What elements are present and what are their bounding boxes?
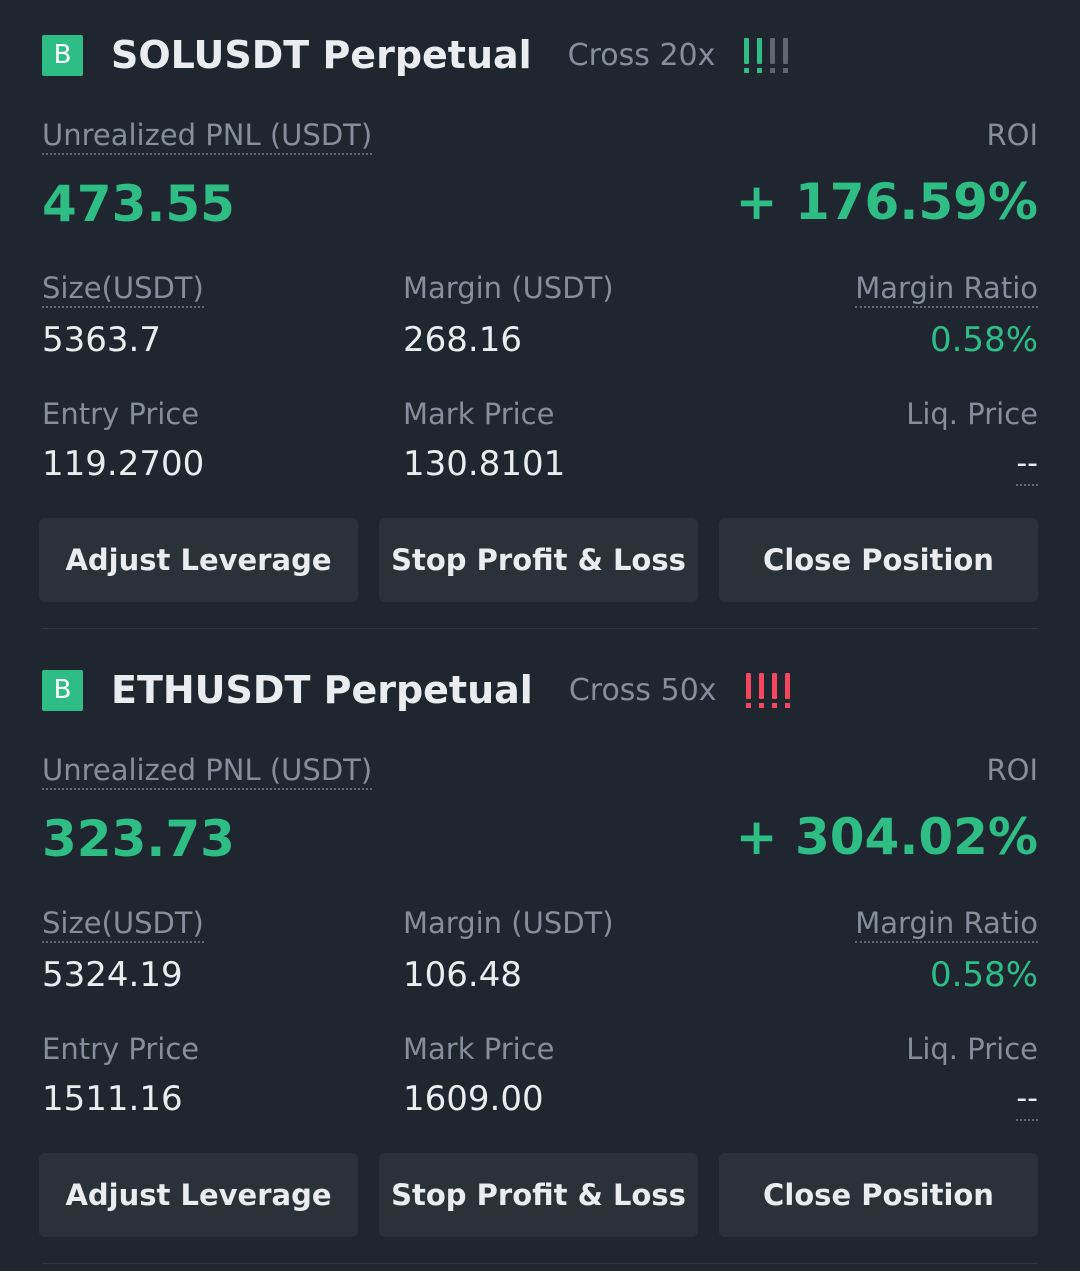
divider <box>42 1263 1038 1264</box>
risk-dot <box>771 703 777 708</box>
risk-level-icon <box>743 669 799 711</box>
roi-value: + 304.02% <box>735 808 1038 866</box>
risk-dot <box>744 68 750 73</box>
roi-value: + 176.59% <box>735 173 1038 231</box>
margin-value: 268.16 <box>403 320 522 360</box>
mark-price-value: 130.8101 <box>403 444 566 484</box>
risk-dot <box>757 68 763 73</box>
risk-bar <box>770 38 776 64</box>
adjust-leverage-button[interactable]: Adjust Leverage <box>39 518 358 602</box>
risk-level-icon <box>741 34 797 76</box>
margin-label: Margin (USDT) <box>403 271 614 305</box>
unrealized-pnl-label[interactable]: Unrealized PNL (USDT) <box>42 752 373 790</box>
mark-price-value: 1609.00 <box>403 1079 544 1119</box>
risk-dot <box>770 68 776 73</box>
risk-dot <box>783 68 789 73</box>
symbol-title[interactable]: SOLUSDT Perpetual <box>111 33 532 77</box>
stop-profit-loss-button[interactable]: Stop Profit & Loss <box>379 1153 698 1237</box>
unrealized-pnl-value: 473.55 <box>42 175 235 233</box>
risk-dot <box>784 703 790 708</box>
risk-bar <box>745 673 751 699</box>
margin-label: Margin (USDT) <box>403 906 614 940</box>
roi-label: ROI <box>986 753 1038 787</box>
close-position-button[interactable]: Close Position <box>719 518 1038 602</box>
margin-value: 106.48 <box>403 955 522 995</box>
entry-price-label: Entry Price <box>42 1032 200 1066</box>
margin-ratio-value: 0.58% <box>929 955 1038 995</box>
entry-price-label: Entry Price <box>42 397 200 431</box>
mark-price-label: Mark Price <box>403 1032 555 1066</box>
size-label[interactable]: Size(USDT) <box>42 905 204 943</box>
margin-ratio-label[interactable]: Margin Ratio <box>855 905 1038 943</box>
stop-profit-loss-button[interactable]: Stop Profit & Loss <box>379 518 698 602</box>
divider <box>42 628 1038 629</box>
risk-dot <box>758 703 764 708</box>
adjust-leverage-button[interactable]: Adjust Leverage <box>39 1153 358 1237</box>
liq-price-value[interactable]: -- <box>1016 1081 1038 1121</box>
position-card: B ETHUSDT Perpetual Cross 50x Unrealized… <box>0 635 1080 1270</box>
margin-ratio-value: 0.58% <box>929 320 1038 360</box>
buy-side-badge: B <box>42 669 83 711</box>
mark-price-label: Mark Price <box>403 397 555 431</box>
size-value: 5363.7 <box>42 320 161 360</box>
risk-bar <box>757 38 763 64</box>
liq-price-label: Liq. Price <box>906 397 1038 431</box>
symbol-title[interactable]: ETHUSDT Perpetual <box>111 668 533 712</box>
unrealized-pnl-value: 323.73 <box>42 810 235 868</box>
position-card: B SOLUSDT Perpetual Cross 20x Unrealized… <box>0 0 1080 635</box>
margin-ratio-label[interactable]: Margin Ratio <box>855 270 1038 308</box>
risk-bar <box>784 673 790 699</box>
liq-price-label: Liq. Price <box>906 1032 1038 1066</box>
position-header: B SOLUSDT Perpetual Cross 20x <box>42 33 797 77</box>
close-position-button[interactable]: Close Position <box>719 1153 1038 1237</box>
liq-price-value[interactable]: -- <box>1016 446 1038 486</box>
size-value: 5324.19 <box>42 955 183 995</box>
entry-price-value: 1511.16 <box>42 1079 183 1119</box>
buy-side-badge: B <box>42 34 83 76</box>
entry-price-value: 119.2700 <box>42 444 205 484</box>
risk-bar <box>771 673 777 699</box>
leverage-mode[interactable]: Cross 20x <box>567 37 716 73</box>
position-header: B ETHUSDT Perpetual Cross 50x <box>42 668 799 712</box>
leverage-mode[interactable]: Cross 50x <box>568 672 717 708</box>
unrealized-pnl-label[interactable]: Unrealized PNL (USDT) <box>42 117 373 155</box>
risk-bar <box>758 673 764 699</box>
risk-bar <box>783 38 789 64</box>
roi-label: ROI <box>986 118 1038 152</box>
risk-dot <box>745 703 751 708</box>
size-label[interactable]: Size(USDT) <box>42 270 204 308</box>
risk-bar <box>744 38 750 64</box>
